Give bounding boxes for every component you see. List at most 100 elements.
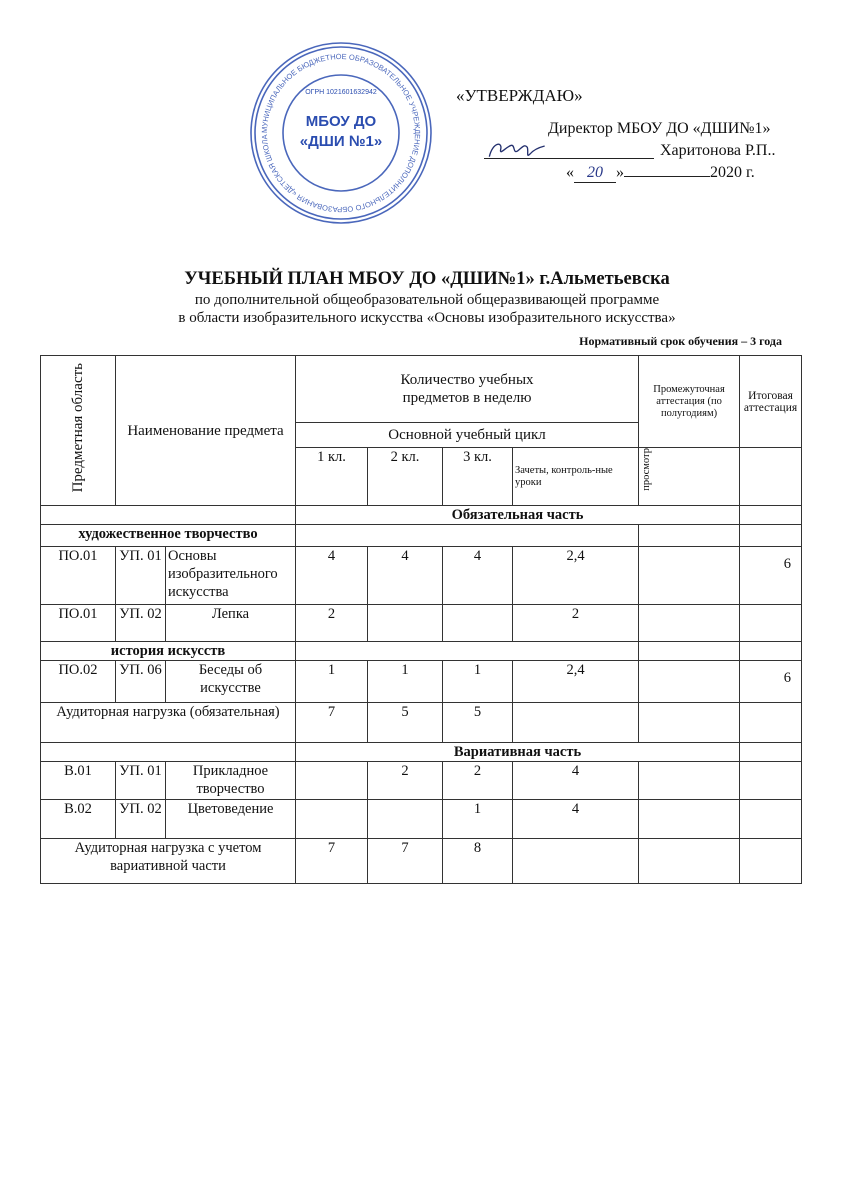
- empty-cell: [739, 505, 803, 525]
- cell-view: [638, 660, 741, 703]
- cell-name: Лепка: [165, 604, 296, 642]
- empty-cell: [739, 641, 803, 661]
- empty-cell: [638, 641, 741, 661]
- empty-cell: [739, 742, 803, 762]
- header-final: Итоговая аттестация: [739, 355, 803, 448]
- header-grade-3: 3 кл.: [442, 447, 513, 506]
- empty-cell: [294, 524, 640, 547]
- subtitle: в области изобразительного искусства «Ос…: [178, 310, 676, 326]
- cell-view: [638, 761, 741, 800]
- cell-code: УП. 01: [115, 761, 166, 800]
- cell-name: Беседы об искусстве: [165, 660, 296, 703]
- cell-k1: [295, 761, 368, 800]
- cell-tests: 2,4: [511, 660, 640, 703]
- cell-name: Прикладное творчество: [165, 761, 296, 800]
- cell-area: В.01: [40, 761, 116, 800]
- signature: [488, 143, 545, 157]
- header-text: Предметная область: [70, 363, 86, 493]
- official-stamp: МУНИЦИПАЛЬНОЕ БЮДЖЕТНОЕ ОБРАЗОВАТЕЛЬНОЕ …: [248, 40, 432, 224]
- total-label: Аудиторная нагрузка с учетом вариативной…: [40, 838, 296, 884]
- cell-name: Цветоведение: [165, 799, 296, 839]
- cell-k2: 2: [367, 761, 443, 800]
- cell-k3: 8: [442, 838, 513, 884]
- header-tests: Зачеты, контроль-ные уроки: [511, 447, 640, 506]
- approval-date: «20» 2020 г.: [566, 164, 755, 183]
- total-row: Аудиторная нагрузка с учетом вариативной…: [40, 838, 803, 884]
- cell-k2: 4: [367, 546, 443, 605]
- cell-tests: 2: [511, 604, 640, 642]
- empty-cell: [511, 838, 640, 884]
- cell-code: УП. 02: [115, 604, 166, 642]
- document-title: УЧЕБНЫЙ ПЛАН МБОУ ДО «ДШИ№1» г.Альметьев…: [184, 269, 670, 289]
- cell-k3: 1: [442, 660, 513, 703]
- cell-final: 6: [739, 546, 803, 605]
- date-quote: «: [566, 164, 574, 181]
- cell-final: [739, 799, 803, 839]
- cell-view: [638, 604, 741, 642]
- cell-k3: 5: [442, 702, 513, 743]
- empty-cell: [739, 702, 803, 743]
- cell-area: В.02: [40, 799, 116, 839]
- section-mandatory: Обязательная часть: [294, 505, 741, 525]
- table-row: ПО.02 УП. 06 Беседы об искусстве 1 1 1 2,4 6: [40, 660, 803, 703]
- cell-k1: 2: [295, 604, 368, 642]
- cell-k2: [367, 799, 443, 839]
- svg-text:ОГРН 1021601632942: ОГРН 1021601632942: [305, 89, 377, 96]
- cell-name: Основы изобразительного искусства: [165, 546, 296, 605]
- empty-cell: [40, 505, 296, 525]
- header-area: Предметная область: [40, 355, 116, 506]
- subtitle: по дополнительной общеобразовательной об…: [194, 292, 660, 308]
- date-quote: »: [616, 164, 624, 181]
- table-row: ПО.01 УП. 02 Лепка 2 2: [40, 604, 803, 642]
- cell-k3: 1: [442, 799, 513, 839]
- curriculum-table: Предметная область Наименование предмета…: [40, 355, 803, 884]
- cell-k2: [367, 604, 443, 642]
- cell-k3: 2: [442, 761, 513, 800]
- header-cycle: Основной учебный цикл: [294, 422, 640, 448]
- empty-cell: [294, 641, 640, 661]
- header-interim: Промежуточная аттестация (по полугодиям): [638, 355, 741, 448]
- cell-tests: 4: [511, 761, 640, 800]
- empty-cell: [739, 524, 803, 547]
- section-variable: Вариативная часть: [294, 742, 741, 762]
- svg-text:МБОУ ДО: МБОУ ДО: [306, 113, 377, 130]
- cell-code: УП. 02: [115, 799, 166, 839]
- approval-label: «УТВЕРЖДАЮ»: [456, 86, 583, 105]
- cell-area: ПО.01: [40, 546, 116, 605]
- header-grade-2: 2 кл.: [367, 447, 443, 506]
- empty-cell: [638, 838, 741, 884]
- header-grade-1: 1 кл.: [295, 447, 368, 506]
- header-count: Количество учебных предметов в неделю: [294, 355, 640, 423]
- cell-code: УП. 06: [115, 660, 166, 703]
- section-art: художественное творчество: [40, 524, 296, 547]
- empty-cell: [40, 742, 296, 762]
- section-history: история искусств: [40, 641, 296, 661]
- cell-k2: 7: [367, 838, 443, 884]
- cell-area: ПО.01: [40, 604, 116, 642]
- cell-k1: 7: [295, 838, 368, 884]
- cell-k3: 4: [442, 546, 513, 605]
- director-name: Харитонова Р.П..: [660, 142, 776, 159]
- date-month-blank: [624, 176, 710, 177]
- header-name: Наименование предмета: [115, 355, 296, 506]
- header-text: просмотр: [641, 448, 653, 491]
- cell-tests: 4: [511, 799, 640, 839]
- empty-cell: [739, 838, 803, 884]
- empty-cell: [739, 447, 803, 506]
- table-row: ПО.01 УП. 01 Основы изобразительного искус…: [40, 546, 803, 605]
- cell-k2: 5: [367, 702, 443, 743]
- cell-k1: 1: [295, 660, 368, 703]
- cell-k1: [295, 799, 368, 839]
- cell-area: ПО.02: [40, 660, 116, 703]
- cell-final: [739, 761, 803, 800]
- cell-code: УП. 01: [115, 546, 166, 605]
- empty-cell: [638, 702, 741, 743]
- empty-cell: [511, 702, 640, 743]
- empty-cell: [638, 524, 741, 547]
- svg-text:«ДШИ №1»: «ДШИ №1»: [300, 133, 382, 150]
- cell-final: 6: [739, 660, 803, 703]
- study-term: Нормативный срок обучения – 3 года: [579, 334, 782, 348]
